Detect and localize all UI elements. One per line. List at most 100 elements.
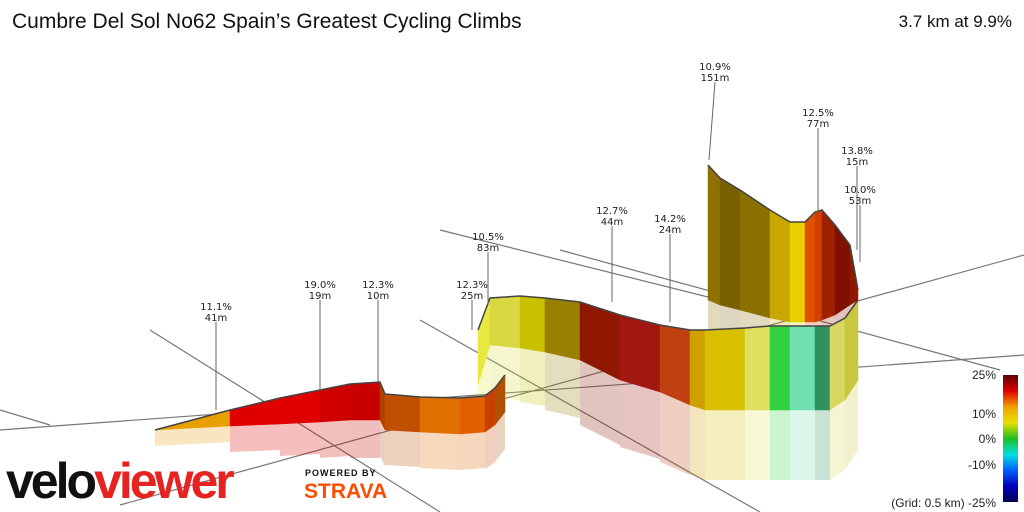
profile-segment — [769, 209, 791, 323]
climb-summary: 3.7 km at 9.9% — [898, 12, 1012, 31]
gradient-annotation: 11.1%41m — [200, 302, 232, 410]
gradient-annotation: 12.5%77m — [802, 108, 834, 212]
annotations: 11.1%41m19.0%19m12.3%10m12.3%25m10.5%83m… — [200, 62, 876, 410]
page-title: Cumbre Del Sol No62 Spain’s Greatest Cyc… — [12, 10, 522, 33]
reflection-segment — [545, 352, 580, 418]
legend-tick: 0% — [978, 432, 996, 446]
strava-logo[interactable]: STRAVA — [304, 480, 388, 503]
profile-segment — [821, 209, 836, 321]
profile-segment — [719, 177, 741, 311]
profile-ribbon — [154, 164, 859, 435]
gradient-annotation: 12.3%10m — [362, 280, 394, 382]
annotation-distance: 25m — [461, 291, 483, 302]
grid-note: (Grid: 0.5 km) — [891, 496, 965, 510]
gradient-annotation: 10.5%83m — [472, 232, 504, 305]
reflection-segment — [580, 360, 620, 445]
reflection-segment — [745, 410, 770, 480]
legend-tick: 25% — [971, 368, 996, 382]
annotation-distance: 53m — [849, 196, 871, 207]
profile-segment — [689, 329, 706, 411]
legend-tick: -25% — [967, 496, 996, 510]
annotation-distance: 44m — [601, 217, 623, 228]
legend-color-bar — [1003, 375, 1018, 502]
annotation-distance: 24m — [659, 225, 681, 236]
profile-top-edge — [154, 374, 506, 431]
gradient-annotation: 10.9%151m — [699, 62, 731, 161]
profile-segment — [814, 209, 823, 323]
grid-line — [419, 319, 761, 512]
annotation-distance: 41m — [205, 313, 227, 324]
reflection-segment — [485, 425, 495, 469]
annotation-distance: 15m — [846, 157, 868, 168]
profile-top-edge — [477, 295, 859, 331]
reflection-segment — [705, 410, 745, 480]
reflection-segment — [320, 420, 350, 458]
annotation-distance: 19m — [309, 291, 331, 302]
profile-segment — [544, 297, 581, 361]
grid-line — [119, 254, 1024, 506]
annotation-gradient: 12.3% — [362, 280, 394, 291]
legend-tick: -10% — [967, 458, 996, 472]
reflection-segment — [280, 422, 320, 456]
reflection-segment — [350, 420, 380, 458]
annotation-gradient: 12.7% — [596, 206, 628, 217]
reflection-segment — [660, 392, 690, 475]
annotation-gradient: 10.9% — [699, 62, 731, 73]
profile-segment — [279, 389, 321, 425]
reflection-segment — [385, 430, 420, 467]
annotation-leader — [708, 81, 716, 161]
legend-tick: 10% — [971, 407, 996, 421]
profile-segment — [229, 397, 281, 427]
reflection-segment — [690, 405, 705, 480]
annotation-gradient: 19.0% — [304, 280, 336, 291]
gradient-annotation: 19.0%19m — [304, 280, 336, 390]
reflection-segment — [815, 410, 830, 480]
profile-segment — [739, 189, 771, 319]
reflection-segment — [770, 410, 790, 480]
profile-segment — [769, 325, 791, 411]
annotation-gradient: 14.2% — [654, 214, 686, 225]
reflection-segment — [460, 432, 485, 470]
legend-footer: (Grid: 0.5 km) -25% — [891, 496, 996, 510]
profile-segment — [519, 295, 546, 353]
profile-segment — [829, 317, 846, 411]
gradient-annotation: 10.0%53m — [844, 185, 876, 262]
reflection-segment — [380, 420, 385, 466]
annotation-gradient: 10.5% — [472, 232, 504, 243]
annotation-gradient: 13.8% — [841, 146, 873, 157]
reflection-segment — [845, 380, 858, 470]
grid-line — [0, 409, 51, 426]
profile-segment — [419, 396, 461, 435]
annotation-gradient: 11.1% — [200, 302, 232, 313]
profile-segment — [349, 381, 381, 421]
profile-segment — [384, 393, 421, 433]
reflection-segment — [620, 380, 660, 459]
profile-segment — [704, 327, 746, 411]
annotation-distance: 10m — [367, 291, 389, 302]
grid-line — [439, 229, 721, 301]
gradient-annotation: 13.8%15m — [841, 146, 873, 250]
gradient-annotation: 14.2%24m — [654, 214, 686, 322]
profile-segment — [707, 164, 721, 306]
profile-top-edge — [707, 164, 859, 291]
gradient-annotation: 12.7%44m — [596, 206, 628, 302]
annotation-distance: 83m — [477, 243, 499, 254]
reflection-segment — [830, 400, 845, 480]
reflection-segment — [790, 410, 815, 480]
profile-segment — [804, 211, 816, 323]
veloviewer-logo[interactable]: veloviewer — [6, 453, 235, 509]
profile-segment — [619, 314, 661, 393]
annotation-gradient: 10.0% — [844, 185, 876, 196]
annotation-distance: 151m — [701, 73, 730, 84]
reflection-segment — [155, 426, 230, 446]
profile-segment — [459, 395, 486, 435]
gradient-annotation: 12.3%25m — [456, 280, 488, 330]
reflection-segment — [230, 424, 280, 452]
annotation-gradient: 12.5% — [802, 108, 834, 119]
profile-segment — [789, 325, 816, 411]
reflection-segment — [495, 412, 505, 462]
profile-segment — [789, 221, 806, 323]
profile-segment — [744, 325, 771, 411]
